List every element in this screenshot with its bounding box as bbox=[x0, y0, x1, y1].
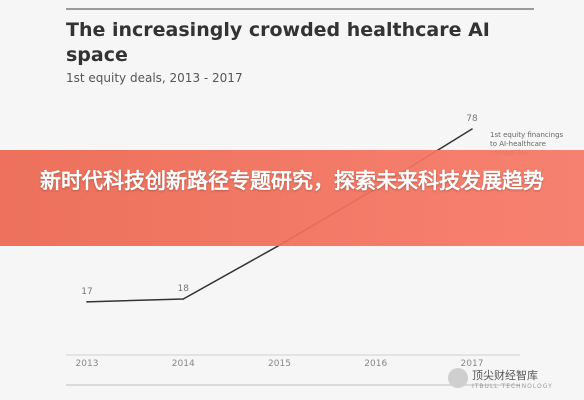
x-tick-label: 2017 bbox=[461, 359, 484, 369]
series-point bbox=[471, 128, 473, 130]
x-tick-label: 2015 bbox=[268, 359, 291, 369]
watermark-text: 顶尖财经智库 bbox=[472, 369, 538, 382]
chart-subtitle: 1st equity deals, 2013 - 2017 bbox=[66, 71, 243, 85]
data-label: 17 bbox=[81, 287, 92, 297]
watermark-subtext: ITBULL TECHNOLOGY bbox=[472, 383, 553, 390]
overlay-banner bbox=[0, 150, 584, 246]
x-tick-label: 2016 bbox=[364, 359, 387, 369]
watermark-logo-icon bbox=[448, 368, 468, 388]
x-tick-label: 2013 bbox=[76, 359, 99, 369]
chart-title: The increasingly crowded healthcare AI s… bbox=[66, 19, 490, 66]
series-point bbox=[182, 298, 185, 300]
series-point bbox=[86, 301, 88, 303]
x-tick-label: 2014 bbox=[172, 359, 195, 369]
data-label: 18 bbox=[178, 284, 190, 294]
title-rule bbox=[66, 8, 534, 10]
data-label: 78 bbox=[466, 114, 478, 124]
watermark: 顶尖财经智库 ITBULL TECHNOLOGY bbox=[448, 366, 578, 394]
banner-text: 新时代科技创新路径专题研究，探索未来科技发展趋势 bbox=[40, 169, 544, 193]
